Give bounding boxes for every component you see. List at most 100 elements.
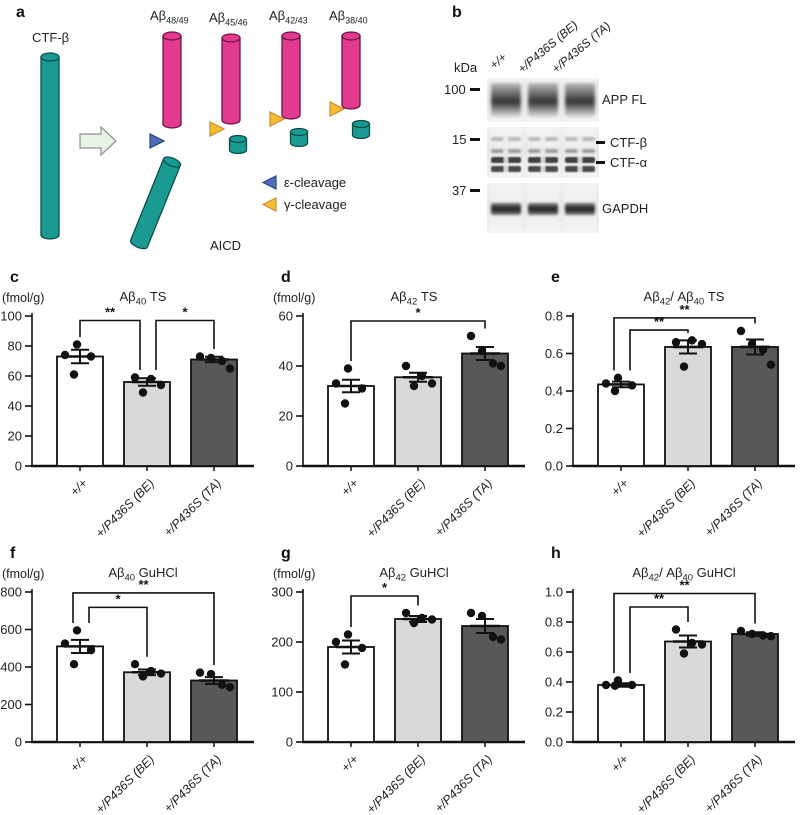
gapdh-band-label: GAPDH bbox=[602, 201, 649, 216]
significance-bracket bbox=[613, 317, 756, 371]
y-tick-label: 0.4 bbox=[545, 384, 563, 399]
protein-band bbox=[528, 83, 558, 117]
abeta-38-40-label: Aβ38/40 bbox=[329, 8, 368, 26]
panel-a: a CTF-β Aβ48/49 Aβ45/46 Aβ42/43 Aβ38/40 … bbox=[0, 0, 430, 262]
blot-lane bbox=[527, 183, 559, 233]
significance-label: ** bbox=[654, 591, 665, 606]
x-category-label: +/+ bbox=[338, 752, 361, 775]
aicd-stub-cylinder bbox=[228, 134, 248, 155]
data-point bbox=[72, 340, 82, 349]
data-point bbox=[340, 399, 350, 408]
chart-title: Aβ42/ Aβ40 GuHCl bbox=[632, 565, 735, 584]
y-tick-label: 0.8 bbox=[545, 309, 563, 324]
data-point bbox=[496, 635, 506, 644]
y-tick-label: 100 bbox=[271, 685, 293, 700]
data-point bbox=[466, 331, 476, 341]
bar bbox=[327, 646, 375, 743]
data-point bbox=[357, 384, 367, 393]
marker-dash bbox=[469, 88, 480, 91]
significance-bracket bbox=[350, 320, 486, 361]
data-point bbox=[225, 683, 235, 692]
y-tick-label: 1.0 bbox=[545, 585, 563, 600]
y-tick-label: 600 bbox=[0, 622, 22, 637]
data-point bbox=[687, 638, 697, 648]
gamma-cleavage-arrowhead bbox=[329, 101, 346, 117]
data-point bbox=[146, 374, 156, 384]
bar bbox=[394, 376, 442, 467]
data-point bbox=[736, 326, 746, 336]
y-tick-label: 20 bbox=[279, 409, 293, 424]
x-category-label: +/+ bbox=[338, 476, 361, 499]
y-tick-label: 20 bbox=[8, 429, 22, 444]
blot-strip-app-fl bbox=[487, 78, 599, 122]
x-category-label: +/P436S (BE) bbox=[364, 752, 428, 815]
significance-label: * bbox=[115, 591, 121, 606]
x-category-label: +/P436S (TA) bbox=[432, 476, 495, 539]
data-point bbox=[401, 361, 411, 371]
data-point bbox=[427, 615, 437, 624]
data-point bbox=[601, 379, 611, 388]
y-tick-label: 0 bbox=[286, 735, 293, 750]
data-point bbox=[488, 359, 498, 368]
app-fl-band-label: APP FL bbox=[602, 92, 647, 107]
data-point bbox=[156, 669, 166, 678]
significance-bracket bbox=[613, 592, 756, 673]
bar bbox=[597, 383, 645, 467]
y-tick-label: 0.0 bbox=[545, 735, 563, 750]
bar bbox=[597, 684, 645, 743]
protein-band bbox=[565, 203, 595, 215]
ctf-beta-label: CTF-β bbox=[32, 30, 70, 45]
bar bbox=[394, 618, 442, 743]
protein-band bbox=[491, 166, 521, 172]
y-tick-label: 0.2 bbox=[545, 705, 563, 720]
data-point bbox=[195, 668, 205, 677]
epsilon-cleavage-icon bbox=[262, 175, 277, 190]
y-tick-label: 300 bbox=[271, 585, 293, 600]
protein-band bbox=[565, 149, 595, 153]
marker-dash bbox=[470, 138, 481, 141]
data-point bbox=[679, 362, 689, 371]
x-category-label: +/P436S (TA) bbox=[161, 476, 224, 539]
data-point bbox=[343, 364, 353, 373]
y-axis-unit-label: (fmol/g) bbox=[273, 567, 315, 581]
x-category-label: +/+ bbox=[67, 752, 90, 775]
panel-letter: g bbox=[281, 545, 291, 562]
blot-strip-ctf bbox=[487, 127, 599, 178]
bar bbox=[190, 679, 238, 743]
chart-title: Aβ40 GuHCl bbox=[108, 565, 177, 584]
data-point bbox=[146, 666, 156, 676]
ctf-beta-cylinder bbox=[40, 52, 60, 240]
data-point bbox=[409, 618, 419, 628]
x-category-label: +/P436S (TA) bbox=[702, 476, 765, 539]
data-point bbox=[138, 388, 148, 397]
x-category-label: +/P436S (TA) bbox=[432, 752, 495, 815]
protein-band bbox=[528, 157, 558, 163]
data-point bbox=[477, 611, 487, 621]
data-point bbox=[758, 345, 768, 354]
data-point bbox=[331, 637, 341, 647]
bar bbox=[461, 625, 509, 743]
significance-bracket bbox=[72, 592, 215, 666]
panel-a-letter: a bbox=[16, 4, 25, 21]
band-tick bbox=[596, 141, 605, 144]
marker-37kda: 37 bbox=[452, 183, 481, 198]
aicd-stub-cylinder bbox=[289, 127, 309, 148]
data-point bbox=[86, 645, 96, 655]
abeta-45-46-label: Aβ45/46 bbox=[209, 10, 248, 28]
data-point bbox=[687, 336, 697, 345]
x-category-label: +/P436S (TA) bbox=[702, 752, 765, 815]
chart-title: Aβ42 GuHCl bbox=[379, 565, 448, 584]
data-point bbox=[610, 386, 620, 396]
significance-label: ** bbox=[679, 578, 690, 593]
y-tick-label: 40 bbox=[8, 399, 22, 414]
abeta-cylinder bbox=[341, 31, 361, 110]
data-point bbox=[671, 338, 681, 347]
data-point bbox=[156, 380, 166, 390]
y-tick-label: 0.6 bbox=[545, 645, 563, 660]
abeta-cylinder bbox=[281, 31, 301, 120]
